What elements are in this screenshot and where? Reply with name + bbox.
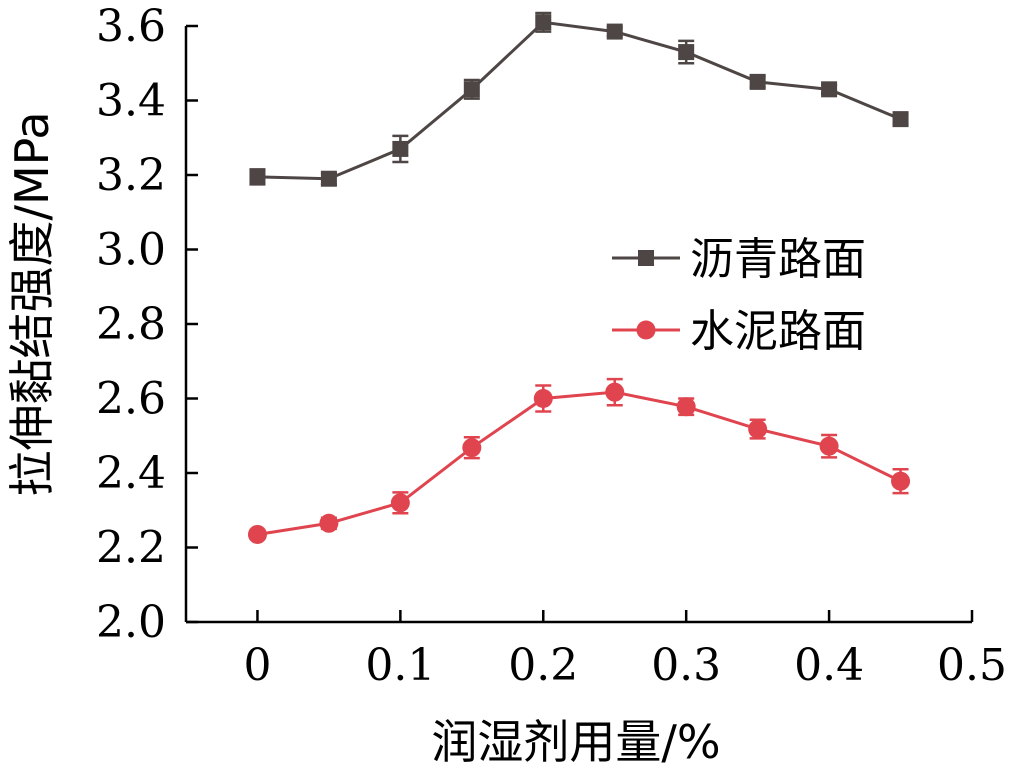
- data-point: [247, 524, 267, 544]
- series-line: [257, 390, 902, 536]
- legend-label: 水泥路面: [690, 306, 866, 357]
- data-point: [748, 419, 768, 439]
- data-point: [533, 389, 553, 408]
- x-tick-label: 0: [243, 640, 271, 691]
- data-point: [462, 438, 482, 458]
- x-tick-label: 0.3: [651, 640, 721, 691]
- x-tick-label: 0.4: [794, 640, 864, 691]
- y-tick-label: 2.2: [96, 523, 166, 574]
- data-point: [819, 436, 839, 456]
- data-point: [678, 44, 695, 61]
- y-tick-label: 3.2: [96, 150, 166, 201]
- y-axis-title: 拉伸黏结强度/MPa: [5, 111, 59, 496]
- data-point: [319, 513, 339, 533]
- data-point: [821, 81, 838, 98]
- data-point: [891, 471, 911, 491]
- data-point: [392, 140, 409, 157]
- y-tick-label: 2.4: [96, 448, 166, 499]
- legend-marker: [638, 250, 654, 266]
- legend-label: 沥青路面: [690, 234, 866, 285]
- y-tick-label: 2.0: [96, 597, 166, 648]
- legend-item-1: 沥青路面: [612, 234, 866, 285]
- y-tick-label: 3.0: [96, 225, 166, 276]
- series-2: [247, 377, 911, 544]
- x-axis-title: 润湿剂用量/%: [431, 715, 720, 769]
- axes-layer: 2.0 2.2 2.4 2.6 2.8 3.0 3.2 3.4 3.6 0 0.1 0.2 0.3 0.4…: [96, 1, 1007, 691]
- data-point: [463, 81, 480, 98]
- series-layer: [247, 11, 911, 544]
- data-point: [749, 73, 766, 90]
- y-tick-label: 2.6: [96, 374, 166, 425]
- data-point: [320, 170, 337, 187]
- data-point: [390, 493, 410, 513]
- data-point: [605, 382, 625, 402]
- x-tick-label: 0.5: [937, 640, 1007, 691]
- series-line: [257, 20, 902, 181]
- y-tick-label: 3.4: [96, 76, 166, 127]
- data-point: [249, 168, 266, 185]
- y-tick-label: 3.6: [96, 1, 166, 52]
- legend-item-2: 水泥路面: [612, 306, 866, 357]
- data-point: [535, 14, 552, 31]
- data-point: [676, 397, 696, 417]
- data-point: [892, 111, 909, 128]
- series-1: [249, 11, 909, 187]
- x-tick-label: 0.2: [508, 640, 578, 691]
- x-tick-label: 0.1: [365, 640, 435, 691]
- legend-marker: [636, 320, 656, 340]
- data-point: [606, 23, 623, 40]
- y-tick-label: 2.8: [96, 299, 166, 350]
